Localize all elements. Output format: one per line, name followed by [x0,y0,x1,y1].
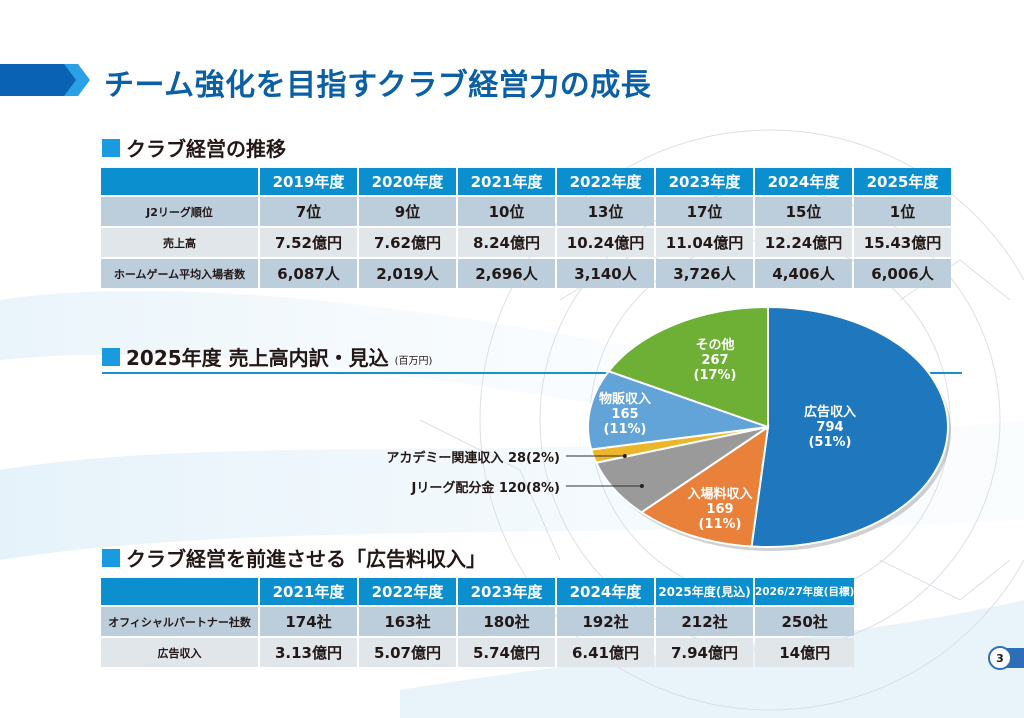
table-cell: 180社 [458,607,555,636]
table-cell: 6.41億円 [557,638,654,667]
slice-value: 169 [706,502,734,517]
table-row: 売上高 7.52億円 7.62億円 8.24億円 10.24億円 11.04億円… [101,228,951,257]
table-cell: 7.52億円 [260,228,357,257]
table-row: 広告収入 3.13億円 5.07億円 5.74億円 6.41億円 7.94億円 … [101,638,855,667]
table-cell: 13位 [557,197,654,226]
table-cell: 10.24億円 [557,228,654,257]
column-header: 2026/27年度(目標) [755,578,855,605]
leader-line-academy-dot [622,454,627,458]
table-cell: 2,696人 [458,259,555,288]
table-cell: 6,087人 [260,259,357,288]
table-row: ホームゲーム平均入場者数 6,087人 2,019人 2,696人 3,140人… [101,259,951,288]
unit-label: (百万円) [394,356,433,367]
callout-jleague-distribution: Jリーグ配分金 120(8%) [411,481,560,496]
column-header: 2024年度 [557,578,654,605]
advertising-revenue-table: 2021年度 2022年度 2023年度 2024年度 2025年度(見込) 2… [99,576,856,669]
section-title: クラブ経営を前進させる「広告料収入」 [126,547,486,571]
title-arrow-icon [0,64,90,96]
header-corner [101,168,258,195]
slice-label-merchandise: 物販収入 165 (11%) [599,392,651,437]
table-cell: 6,006人 [854,259,951,288]
section-heading-club-management-trend: クラブ経営の推移 [102,133,286,162]
section-title: 2025年度 売上高内訳・見込 [126,346,389,370]
slice-value: 794 [816,420,844,435]
leader-line-jleague-dot [639,484,644,488]
table-cell: 7位 [260,197,357,226]
club-management-table: 2019年度 2020年度 2021年度 2022年度 2023年度 2024年… [99,166,953,290]
slice-percent: (51%) [808,435,852,450]
slice-name: 広告収入 [803,405,857,420]
column-header: 2023年度 [458,578,555,605]
table-row: J2リーグ順位 7位 9位 10位 13位 17位 15位 1位 [101,197,951,226]
row-label: J2リーグ順位 [101,197,258,226]
table-cell: 15.43億円 [854,228,951,257]
slice-name: 物販収入 [598,392,652,407]
table-cell: 1位 [854,197,951,226]
section-title: クラブ経営の推移 [126,137,286,161]
row-label: 売上高 [101,228,258,257]
table-header-row: 2019年度 2020年度 2021年度 2022年度 2023年度 2024年… [101,168,951,195]
table-cell: 15位 [755,197,852,226]
table-cell: 192社 [557,607,654,636]
table-cell: 174社 [260,607,357,636]
table-cell: 14億円 [755,638,855,667]
table-cell: 2,019人 [359,259,456,288]
square-bullet-icon [102,548,120,567]
table-cell: 9位 [359,197,456,226]
header-corner [101,578,258,605]
section-divider [102,372,962,374]
section-heading-revenue-breakdown: 2025年度 売上高内訳・見込 (百万円) [102,342,432,371]
row-label: オフィシャルパートナー社数 [101,607,258,636]
column-header: 2022年度 [557,168,654,195]
table-cell: 7.94億円 [656,638,753,667]
slice-percent: (17%) [693,368,737,383]
table-row: オフィシャルパートナー社数 174社 163社 180社 192社 212社 2… [101,607,855,636]
slice-name: その他 [695,338,735,353]
section-heading-advertising-revenue: クラブ経営を前進させる「広告料収入」 [102,543,486,572]
slice-percent: (11%) [698,517,742,532]
table-cell: 3,726人 [656,259,753,288]
slice-name: 入場料収入 [687,487,753,502]
square-bullet-icon [102,347,120,366]
table-cell: 11.04億円 [656,228,753,257]
page-number-badge: 3 [984,646,1024,670]
table-cell: 163社 [359,607,456,636]
page-number: 3 [988,646,1012,670]
column-header: 2019年度 [260,168,357,195]
table-cell: 7.62億円 [359,228,456,257]
column-header: 2021年度 [458,168,555,195]
slice-value: 267 [701,353,729,368]
slice-label-admission: 入場料収入 169 (11%) [687,487,752,532]
table-cell: 3,140人 [557,259,654,288]
table-cell: 4,406人 [755,259,852,288]
callout-academy-revenue: アカデミー関連収入 28(2%) [386,451,560,466]
slice-label-advertising: 広告収入 794 (51%) [804,405,856,450]
row-label: ホームゲーム平均入場者数 [101,259,258,288]
column-header: 2020年度 [359,168,456,195]
table-cell: 5.74億円 [458,638,555,667]
table-cell: 10位 [458,197,555,226]
column-header: 2022年度 [359,578,456,605]
slice-percent: (11%) [603,422,647,437]
page-title: チーム強化を目指すクラブ経営力の成長 [104,68,652,103]
column-header: 2025年度 [854,168,951,195]
table-cell: 5.07億円 [359,638,456,667]
square-bullet-icon [102,138,120,157]
table-header-row: 2021年度 2022年度 2023年度 2024年度 2025年度(見込) 2… [101,578,855,605]
table-cell: 212社 [656,607,753,636]
table-cell: 12.24億円 [755,228,852,257]
column-header: 2021年度 [260,578,357,605]
row-label: 広告収入 [101,638,258,667]
table-cell: 3.13億円 [260,638,357,667]
column-header: 2025年度(見込) [656,578,753,605]
column-header: 2023年度 [656,168,753,195]
table-cell: 250社 [755,607,855,636]
table-cell: 17位 [656,197,753,226]
column-header: 2024年度 [755,168,852,195]
table-cell: 8.24億円 [458,228,555,257]
slice-value: 165 [611,407,639,422]
slice-label-other: その他 267 (17%) [694,338,737,383]
